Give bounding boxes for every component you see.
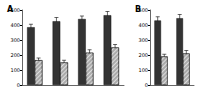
svg-text:100: 100 [138, 67, 148, 73]
svg-text:200: 200 [10, 52, 20, 58]
svg-text:400: 400 [10, 22, 20, 28]
svg-text:100: 100 [10, 67, 20, 73]
svg-text:0: 0 [17, 82, 20, 88]
svg-text:0: 0 [145, 82, 148, 88]
svg-text:A: A [7, 5, 14, 14]
svg-text:B: B [135, 5, 141, 14]
svg-text:400: 400 [138, 22, 148, 28]
svg-text:500: 500 [138, 7, 148, 13]
svg-text:300: 300 [138, 37, 148, 43]
svg-text:300: 300 [10, 37, 20, 43]
svg-text:500: 500 [10, 7, 20, 13]
svg-text:200: 200 [138, 52, 148, 58]
